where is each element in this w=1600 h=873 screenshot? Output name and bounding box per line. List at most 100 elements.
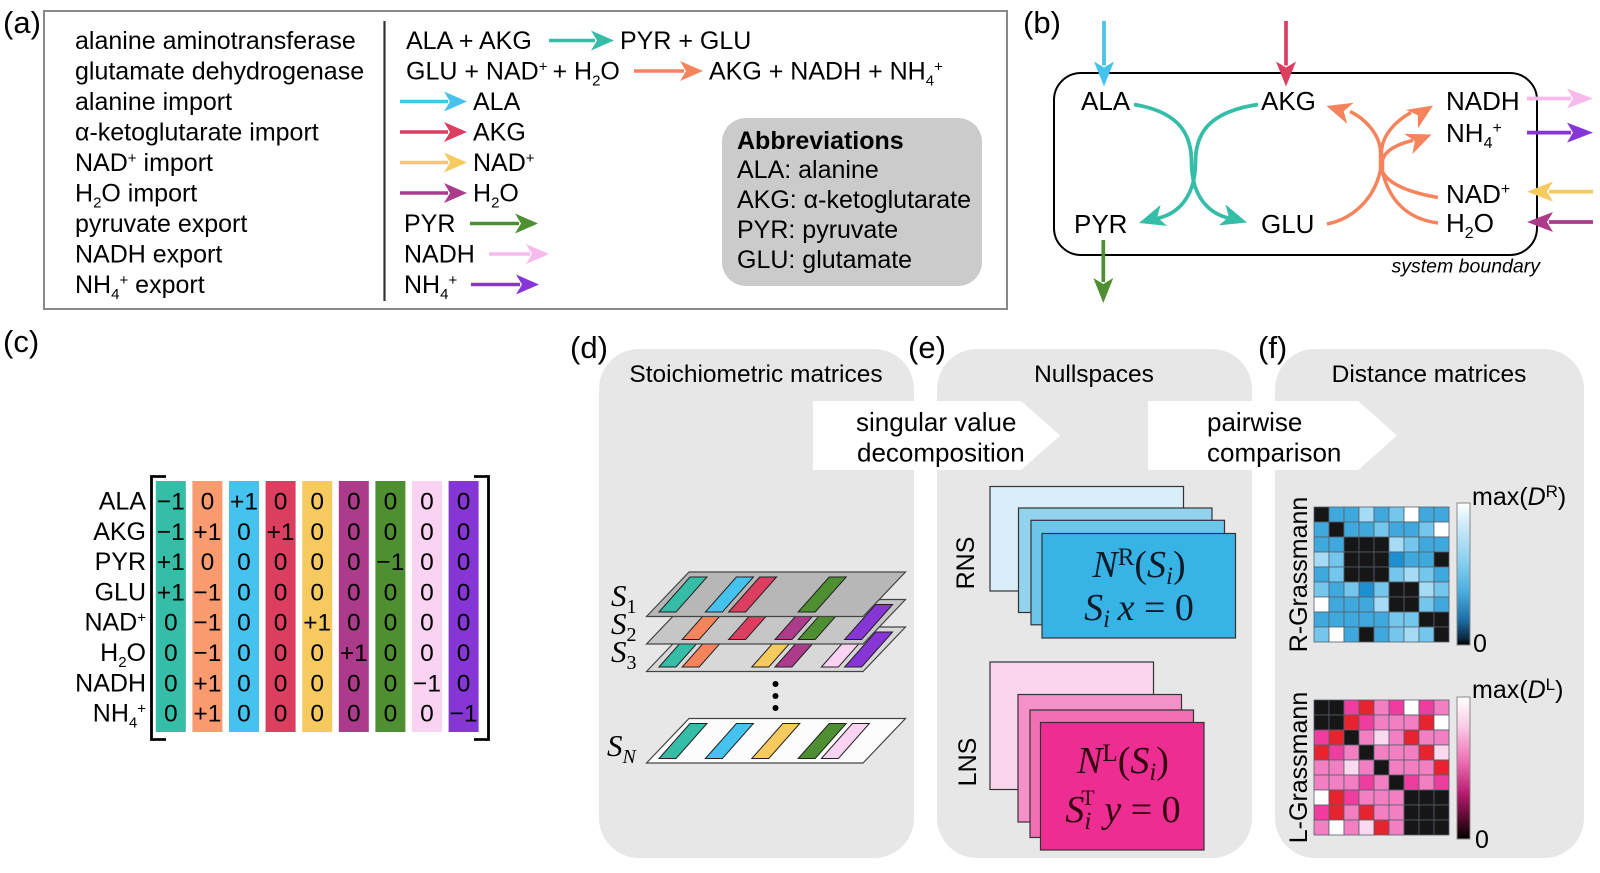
svg-text:R-Grassmann: R-Grassmann (1285, 497, 1313, 653)
svg-text:0: 0 (164, 670, 178, 697)
svg-text:(b): (b) (1023, 5, 1061, 40)
svg-text:0: 0 (310, 519, 324, 546)
svg-text:0: 0 (237, 701, 251, 728)
svg-text:Abbreviations: Abbreviations (737, 127, 904, 155)
svg-text:glutamate dehydrogenase: glutamate dehydrogenase (75, 58, 364, 86)
svg-text:−1: −1 (193, 640, 221, 667)
svg-text:ALA: ALA (473, 88, 521, 116)
svg-text:max(DL): max(DL) (1472, 675, 1563, 704)
svg-text:0: 0 (1475, 826, 1489, 854)
svg-text:−1: −1 (157, 489, 185, 516)
svg-text:0: 0 (384, 610, 398, 637)
svg-text:pyruvate export: pyruvate export (75, 210, 247, 238)
svg-text:0: 0 (274, 640, 288, 667)
svg-text:GLU: GLU (95, 578, 146, 606)
svg-text:α-ketoglutarate import: α-ketoglutarate import (75, 119, 319, 147)
svg-text:0: 0 (457, 610, 471, 637)
svg-text:alanine import: alanine import (75, 88, 232, 116)
svg-text:Nullspaces: Nullspaces (1034, 361, 1154, 388)
svg-text:ALA: alanine: ALA: alanine (737, 156, 879, 184)
svg-text:+1: +1 (157, 549, 185, 576)
svg-text:0: 0 (310, 489, 324, 516)
svg-text:NADH: NADH (75, 669, 146, 697)
svg-text:0: 0 (274, 489, 288, 516)
svg-text:0: 0 (237, 610, 251, 637)
svg-text:system boundary: system boundary (1392, 256, 1542, 278)
svg-text:0: 0 (457, 640, 471, 667)
svg-text:(f): (f) (1258, 330, 1287, 365)
svg-text:(e): (e) (908, 330, 946, 365)
svg-text:0: 0 (384, 701, 398, 728)
svg-text:NAD+​: NAD+​ (84, 609, 146, 637)
svg-text:0: 0 (384, 519, 398, 546)
svg-text:0: 0 (457, 549, 471, 576)
svg-text:0: 0 (384, 670, 398, 697)
svg-text:(c): (c) (3, 324, 39, 359)
svg-text:NH4​+​: NH4​+​ (1446, 118, 1502, 152)
svg-text:NH4​+​ export: NH4​+​ export (75, 271, 205, 303)
svg-text:0: 0 (237, 519, 251, 546)
svg-text:0: 0 (201, 549, 215, 576)
svg-text:PYR: pyruvate: PYR: pyruvate (737, 216, 898, 244)
svg-text:0: 0 (347, 701, 361, 728)
svg-text:0: 0 (310, 701, 324, 728)
svg-text:0: 0 (347, 489, 361, 516)
svg-text:NL(Si): NL(Si) (1076, 740, 1169, 786)
svg-text:0: 0 (1473, 630, 1487, 658)
svg-text:NAD+​: NAD+​ (1446, 179, 1510, 209)
svg-text:+1: +1 (303, 610, 331, 637)
svg-text:Si x = 0: Si x = 0 (1084, 587, 1194, 633)
svg-text:Distance matrices: Distance matrices (1332, 361, 1527, 388)
svg-text:(a): (a) (3, 5, 41, 40)
svg-text:0: 0 (384, 489, 398, 516)
svg-text:0: 0 (274, 670, 288, 697)
svg-text:−1: −1 (157, 519, 185, 546)
svg-text:Stoichiometric matrices: Stoichiometric matrices (629, 361, 882, 388)
svg-text:+1: +1 (193, 670, 221, 697)
svg-text:0: 0 (274, 579, 288, 606)
svg-text:comparison: comparison (1207, 438, 1341, 468)
svg-text:0: 0 (164, 701, 178, 728)
svg-text:RNS: RNS (952, 537, 980, 590)
svg-text:NADH export: NADH export (75, 241, 222, 269)
svg-text:H2​O: H2​O (1446, 208, 1494, 242)
svg-text:0: 0 (347, 579, 361, 606)
svg-text:0: 0 (164, 610, 178, 637)
svg-text:0: 0 (237, 579, 251, 606)
svg-text:SiT y = 0: SiT y = 0 (1065, 785, 1180, 835)
svg-text:AKG + NADH + NH4​+​: AKG + NADH + NH4​+​ (709, 58, 943, 90)
svg-text:+1: +1 (340, 640, 368, 667)
svg-text:−1: −1 (193, 610, 221, 637)
svg-text:pairwise: pairwise (1207, 407, 1302, 437)
svg-text:+1: +1 (157, 579, 185, 606)
svg-text:+1: +1 (193, 519, 221, 546)
svg-text:0: 0 (310, 579, 324, 606)
svg-text:AKG: AKG (1261, 86, 1316, 116)
svg-text:0: 0 (201, 489, 215, 516)
svg-text:ALA: ALA (1081, 86, 1131, 116)
svg-text:H2​O: H2​O (100, 639, 146, 671)
svg-text:0: 0 (274, 701, 288, 728)
svg-text:ALA: ALA (99, 488, 147, 516)
svg-text:0: 0 (420, 610, 434, 637)
svg-text:PYR + GLU: PYR + GLU (620, 27, 751, 55)
svg-text:0: 0 (347, 610, 361, 637)
svg-text:SN: SN (607, 728, 638, 768)
svg-text:0: 0 (347, 519, 361, 546)
svg-text:decomposition: decomposition (857, 438, 1025, 468)
svg-text:0: 0 (420, 579, 434, 606)
svg-text:+1: +1 (193, 701, 221, 728)
svg-text:−1: −1 (413, 670, 441, 697)
svg-text:L-Grassmann: L-Grassmann (1285, 692, 1313, 843)
svg-text:−1: −1 (376, 549, 404, 576)
svg-text:NAD+​ import: NAD+​ import (75, 149, 213, 177)
svg-text:H2​O: H2​O (473, 180, 519, 212)
svg-text:NH4​+​: NH4​+​ (404, 271, 457, 303)
svg-text:0: 0 (310, 640, 324, 667)
svg-text:NAD+​: NAD+​ (473, 149, 535, 177)
svg-text:H2​O import: H2​O import (75, 180, 197, 212)
svg-text:NH4​+​: NH4​+​ (93, 700, 146, 732)
svg-text:0: 0 (310, 670, 324, 697)
svg-text:0: 0 (420, 549, 434, 576)
svg-text:alanine aminotransferase: alanine aminotransferase (75, 27, 356, 55)
